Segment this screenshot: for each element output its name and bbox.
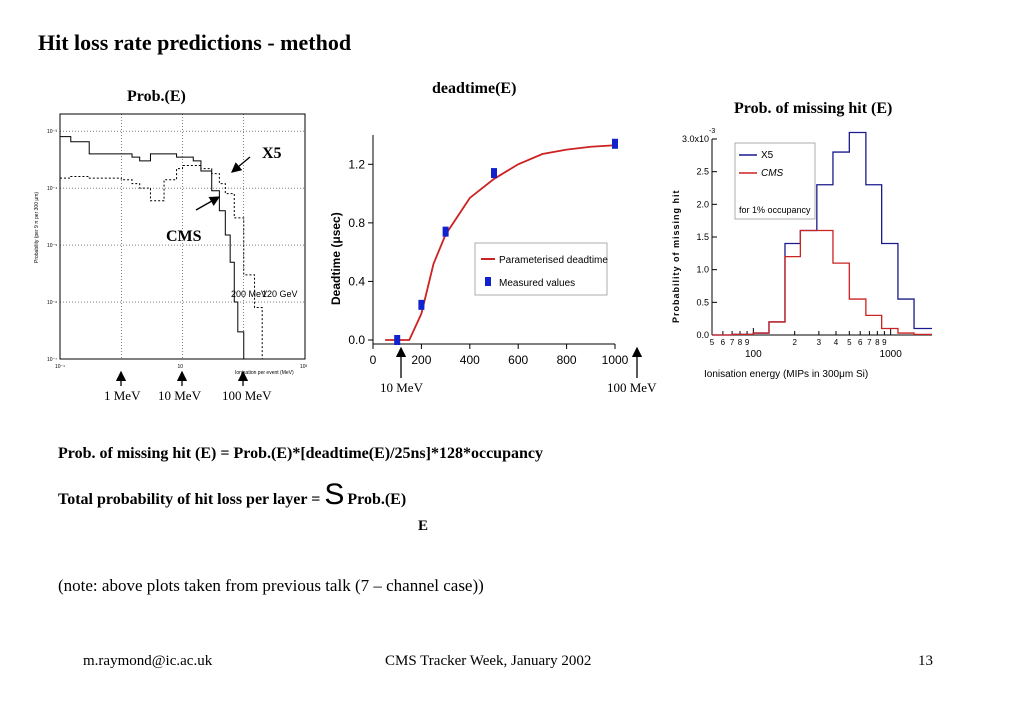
prob-heading: Prob.(E) (127, 88, 186, 105)
deadtime-energy-arrows (395, 346, 643, 378)
prob-y-axis-label: Probability (per 9 π per 300 μm) (34, 192, 40, 263)
deadtime-legend: Parameterised deadtime Measured values (474, 242, 608, 296)
sigma-symbol: S (324, 478, 345, 511)
deadtime-chart: 0 200 400 600 800 1000 0.0 0.4 0.8 1.2 Parameteri… (329, 135, 629, 367)
deadtime-y-axis-label: Deadtime (μsec) (329, 212, 343, 305)
cms-arrow (195, 196, 221, 211)
missing-x-tick-label: 6 (858, 338, 863, 347)
missing-x-tick-label: 9 (882, 338, 887, 347)
prob-energy-arrows (115, 370, 249, 386)
deadtime-x-tick-label: 400 (460, 353, 480, 367)
total-probability-line: Total probability of hit loss per layer … (58, 478, 406, 512)
legend-cms: CMS (761, 168, 784, 179)
missing-x-tick-label: 4 (834, 338, 839, 347)
deadtime-marker-10mev: 10 MeV (380, 380, 423, 395)
missing-y-tick-label: 2.5 (696, 167, 709, 177)
missing-y-tick-label: 0.0 (696, 330, 709, 340)
prob-chart: 10⁻³ 10⁻⁴ 10⁻⁵ 10⁻⁶ 10⁻⁷10⁻¹ 10 10³ Probabilit… (34, 113, 308, 376)
deadtime-x-tick-label: 600 (508, 353, 528, 367)
slide-title: Hit loss rate predictions - method (38, 30, 352, 55)
prob-x-tick-label: 10⁻¹ (55, 364, 65, 370)
measured-value-point (394, 335, 401, 345)
prob-y-tick-label: 10⁻⁶ (47, 300, 57, 306)
missing-y-tick-label: 0.5 (696, 297, 709, 307)
missing-x-tick-label: 2 (792, 338, 797, 347)
missing-y-tick-label: 1.0 (696, 265, 709, 275)
deadtime-y-tick-label: 0.0 (348, 333, 365, 347)
measured-value-point (612, 138, 618, 149)
deadtime-x-tick-label: 800 (557, 353, 577, 367)
cms-label: CMS (166, 228, 202, 245)
cms-curve (60, 136, 245, 359)
annotation-arrows (195, 156, 251, 211)
prob-x-axis-label: Ionisation per event (MeV) (235, 370, 294, 376)
missing-x-major-label: 100 (745, 349, 762, 360)
missing-x-tick-label: 7 (730, 338, 735, 347)
missing-x-tick-label: 8 (738, 338, 743, 347)
x5-curve (60, 164, 263, 359)
prob-y-tick-label: 10⁻⁴ (47, 186, 57, 192)
deadtime-marker-100mev: 100 MeV (607, 380, 657, 395)
measured-value-point (491, 168, 497, 179)
prob-x-tick-label: 10³ (300, 364, 308, 370)
cms-histogram (712, 229, 932, 336)
measured-value-point (442, 226, 449, 237)
prob-x-tick-label: 10 (178, 364, 184, 370)
footer-page-number: 13 (918, 653, 933, 669)
deadtime-x-tick-label: 200 (411, 353, 431, 367)
total-suffix: Prob.(E) (347, 491, 407, 508)
missing-x-tick-label: 6 (721, 338, 726, 347)
deadtime-x-tick-label: 1000 (602, 353, 629, 367)
formula-line: Prob. of missing hit (E) = Prob.(E)*[dea… (58, 445, 543, 462)
missing-x-axis-label: Ionisation energy (MIPs in 300μm Si) (704, 369, 868, 380)
annot-200mev: 200 MeV (231, 289, 267, 299)
marker-10mev: 10 MeV (158, 388, 201, 403)
missing-legend: X5 CMS for 1% occupancy (734, 142, 816, 220)
legend-occupancy-note: for 1% occupancy (739, 205, 811, 215)
legend-parameterised: Parameterised deadtime (499, 255, 608, 266)
deadtime-y-tick-label: 1.2 (348, 157, 365, 171)
missing-x-tick-label: 9 (745, 338, 750, 347)
deadtime-x-tick-label: 0 (370, 353, 377, 367)
deadtime-y-tick-label: 0.8 (348, 216, 365, 230)
footer-email: m.raymond@ic.ac.uk (83, 653, 213, 669)
missing-y-tick-label: 2.0 (696, 199, 709, 209)
annot-120gev: 120 GeV (262, 289, 298, 299)
prob-y-tick-label: 10⁻⁷ (47, 357, 57, 363)
total-prefix: Total probability of hit loss per layer … (58, 491, 325, 508)
missing-x-tick-label: 7 (867, 338, 872, 347)
legend-x5: X5 (761, 150, 774, 161)
x5-label: X5 (262, 145, 282, 162)
missing-y-axis-label: Probability of missing hit (671, 189, 681, 323)
missing-y-multiplier: -3 (709, 128, 715, 135)
marker-1mev: 1 MeV (104, 388, 141, 403)
deadtime-y-tick-label: 0.4 (348, 274, 365, 288)
footer-event: CMS Tracker Week, January 2002 (385, 653, 592, 669)
missing-y-tick-label: 3.0x10 (682, 134, 709, 144)
note-line: (note: above plots taken from previous t… (58, 576, 484, 595)
missing-x-tick-label: 5 (710, 338, 715, 347)
sum-index: E (418, 518, 429, 534)
parameterised-deadtime-curve (385, 144, 616, 341)
missing-hit-chart: 0.00.51.01.52.02.53.0x10-35 6 7 8 9 2 3 4 5 6 7 8 91… (671, 128, 932, 380)
missing-heading: Prob. of missing hit (E) (734, 100, 893, 117)
missing-y-tick-label: 1.5 (696, 232, 709, 242)
missing-x-tick-label: 8 (875, 338, 880, 347)
missing-x-tick-label: 5 (847, 338, 852, 347)
missing-x-major-label: 1000 (880, 349, 903, 360)
prob-y-tick-label: 10⁻⁵ (47, 243, 57, 249)
missing-x-tick-label: 3 (817, 338, 822, 347)
prob-y-tick-label: 10⁻³ (47, 129, 57, 135)
legend-measured: Measured values (499, 278, 575, 289)
measured-value-point (418, 299, 425, 310)
marker-100mev: 100 MeV (222, 388, 272, 403)
x5-arrow (231, 156, 251, 173)
deadtime-heading: deadtime(E) (432, 80, 517, 97)
